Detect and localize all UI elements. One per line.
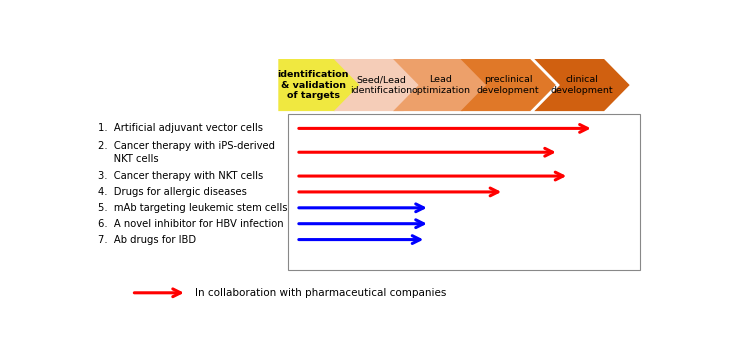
Polygon shape [278, 59, 361, 111]
Text: identification
& validation
of targets: identification & validation of targets [278, 70, 349, 100]
Polygon shape [460, 59, 556, 111]
Text: clinical
development: clinical development [550, 75, 614, 95]
Text: Seed/Lead
identification: Seed/Lead identification [350, 75, 412, 95]
Text: preclinical
development: preclinical development [477, 75, 539, 95]
Text: 3.  Cancer therapy with NKT cells: 3. Cancer therapy with NKT cells [98, 171, 264, 181]
Text: 2.  Cancer therapy with iPS-derived
     NKT cells: 2. Cancer therapy with iPS-derived NKT c… [98, 141, 275, 164]
Text: In collaboration with pharmaceutical companies: In collaboration with pharmaceutical com… [196, 288, 447, 298]
Text: 5.  mAb targeting leukemic stem cells: 5. mAb targeting leukemic stem cells [98, 203, 288, 213]
Text: 6.  A novel inhibitor for HBV infection: 6. A novel inhibitor for HBV infection [98, 219, 284, 229]
Bar [288, 114, 640, 270]
Text: Lead
optimization: Lead optimization [411, 75, 470, 95]
Polygon shape [534, 59, 630, 111]
Polygon shape [393, 59, 488, 111]
Polygon shape [334, 59, 429, 111]
Text: 4.  Drugs for allergic diseases: 4. Drugs for allergic diseases [98, 187, 248, 197]
Text: 1.  Artificial adjuvant vector cells: 1. Artificial adjuvant vector cells [98, 124, 263, 133]
Text: 7.  Ab drugs for IBD: 7. Ab drugs for IBD [98, 235, 196, 245]
